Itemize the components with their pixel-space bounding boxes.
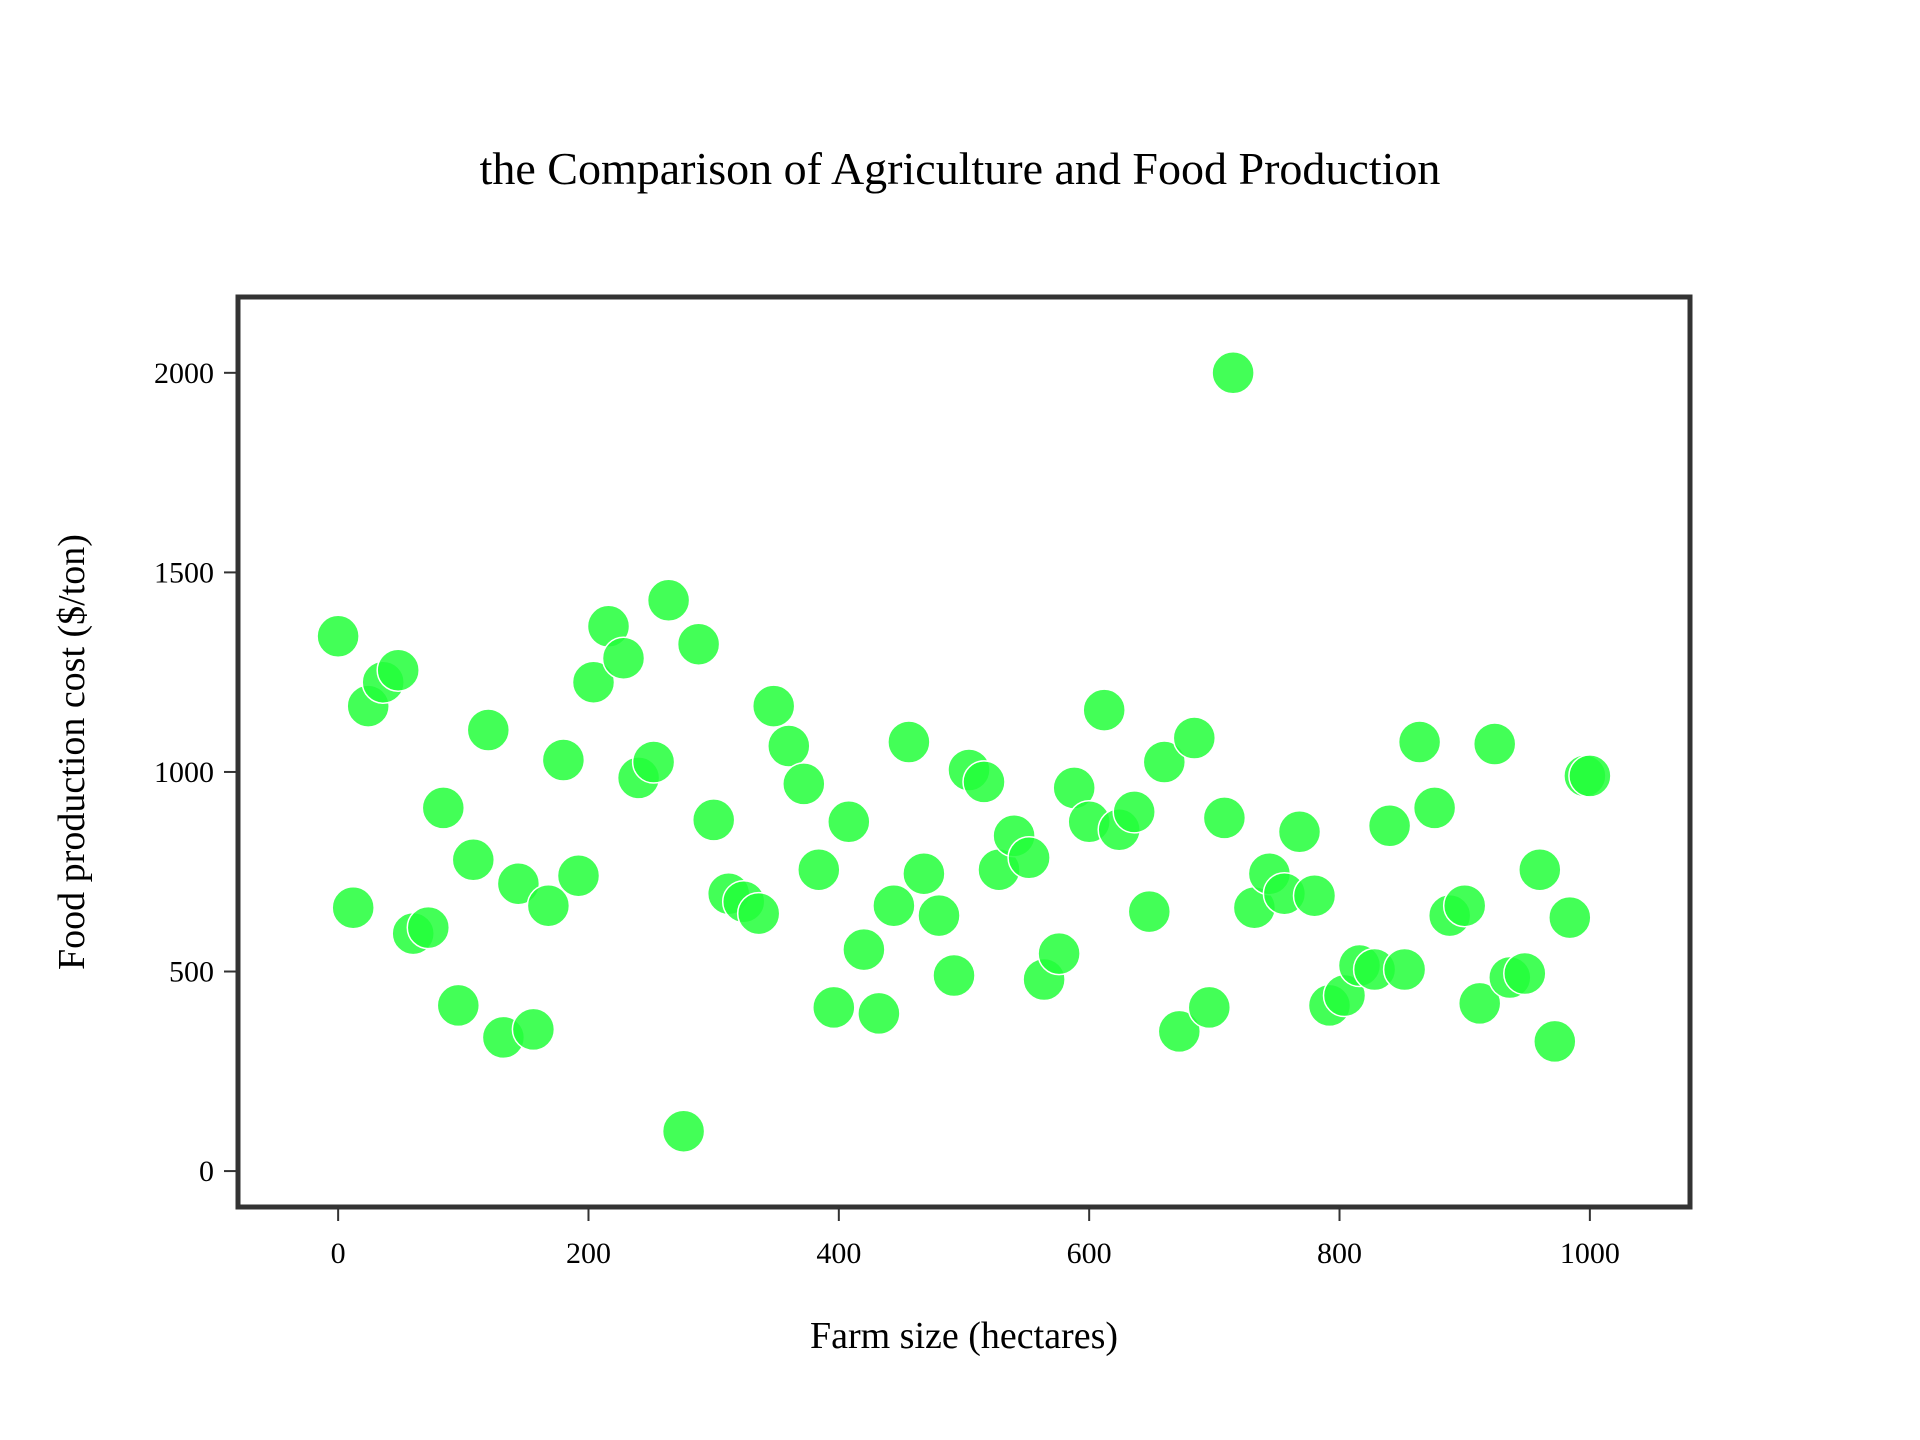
data-point (1457, 981, 1502, 1026)
data-point (1382, 947, 1427, 992)
data-point (1548, 895, 1592, 940)
data-point (631, 740, 676, 784)
data-point (1142, 740, 1187, 784)
data-point (601, 636, 646, 680)
data-point (1127, 889, 1172, 934)
x-axis-ticks: 0 200 400 600 800 1000 (331, 1207, 1620, 1270)
data-point (1211, 351, 1255, 395)
data-point (872, 883, 916, 928)
data-point (1292, 873, 1337, 918)
data-point (1367, 804, 1412, 848)
data-point (511, 1007, 556, 1052)
data-point (902, 851, 946, 896)
x-tick-label: 200 (566, 1237, 611, 1270)
data-point (1442, 883, 1487, 928)
data-point (1472, 722, 1517, 766)
data-point (496, 861, 541, 906)
y-axis-label: Food production cost ($/ton) (51, 534, 93, 970)
x-tick-label: 400 (816, 1237, 861, 1270)
data-point (751, 684, 796, 728)
points-layer (316, 351, 1612, 1153)
y-tick-label: 2000 (154, 357, 214, 390)
data-point (1112, 790, 1156, 834)
data-point (1397, 720, 1442, 764)
data-point (767, 724, 811, 768)
data-point (1202, 796, 1247, 840)
x-axis-label: Farm size (hectares) (810, 1315, 1118, 1357)
data-point (406, 905, 451, 950)
data-point (1157, 1009, 1202, 1054)
data-point (676, 622, 721, 666)
data-point (797, 847, 841, 892)
x-tick-label: 600 (1067, 1237, 1112, 1270)
data-point (541, 738, 586, 782)
data-point (812, 985, 856, 1030)
chart-title: the Comparison of Agriculture and Food P… (480, 143, 1441, 194)
data-point (1412, 786, 1457, 830)
data-point (1518, 847, 1562, 892)
data-point (691, 798, 736, 842)
data-point (526, 883, 571, 928)
data-point (1533, 1019, 1577, 1064)
data-point (1187, 985, 1232, 1030)
data-point (646, 578, 691, 623)
y-tick-label: 1000 (154, 756, 214, 789)
data-point (1037, 931, 1081, 976)
data-point (1277, 810, 1322, 854)
y-tick-label: 0 (199, 1155, 214, 1188)
data-point (466, 708, 511, 752)
data-point (932, 953, 976, 998)
x-tick-label: 0 (331, 1237, 346, 1270)
axes-frame (235, 294, 1693, 1210)
data-point (917, 893, 961, 938)
y-tick-label: 500 (169, 956, 214, 989)
data-point (782, 762, 826, 806)
data-point (421, 786, 466, 830)
data-point (436, 983, 481, 1028)
data-point (962, 760, 1006, 804)
data-point (571, 660, 616, 704)
data-point (556, 853, 601, 898)
x-tick-label: 800 (1317, 1237, 1362, 1270)
data-point (1007, 836, 1051, 880)
data-point (451, 838, 496, 882)
data-point (827, 800, 871, 844)
data-point (331, 885, 375, 930)
data-point (842, 927, 886, 972)
data-point (1172, 716, 1217, 760)
data-point (887, 720, 931, 764)
data-point (1503, 951, 1547, 996)
y-axis-ticks: 0 500 1000 1500 2000 (154, 357, 238, 1188)
data-point (376, 648, 420, 692)
data-point (736, 891, 781, 936)
data-point (857, 991, 901, 1036)
data-point (316, 614, 360, 659)
data-point (661, 1109, 706, 1153)
data-point (1082, 688, 1126, 732)
x-tick-label: 1000 (1560, 1237, 1620, 1270)
y-tick-label: 1500 (154, 556, 214, 589)
data-point (1568, 754, 1612, 798)
